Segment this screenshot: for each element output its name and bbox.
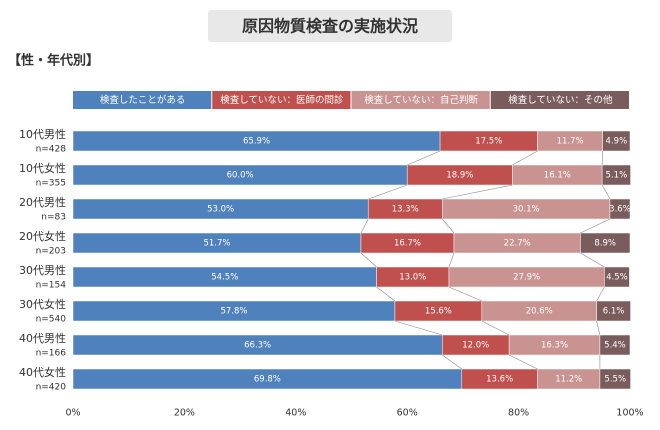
sample-size: n=83 [41, 213, 66, 223]
value-label: 15.6% [425, 307, 452, 317]
value-label: 16.1% [544, 171, 571, 181]
value-label: 16.7% [394, 239, 421, 249]
value-label: 3.6% [609, 205, 631, 215]
connector-line [601, 184, 611, 200]
bar-segment [596, 300, 631, 322]
connector-line [508, 354, 538, 370]
value-label: 4.9% [606, 137, 628, 147]
value-label: 20.6% [526, 307, 553, 317]
chart-subtitle: 【性・年代別】 [8, 53, 99, 69]
value-label: 6.1% [603, 307, 625, 317]
value-label: 8.9% [594, 239, 616, 249]
value-label: 12.0% [462, 341, 489, 351]
connector-line [601, 150, 604, 166]
category-label: 40代女性 [19, 365, 66, 379]
connector-line [394, 320, 443, 336]
bar-segment [609, 198, 631, 220]
value-label: 65.9% [243, 137, 270, 147]
sample-size: n=154 [36, 281, 67, 291]
x-tick-label: 0% [65, 408, 80, 419]
sample-size: n=420 [36, 383, 67, 393]
bar-segment [601, 164, 631, 186]
category-label: 20代女性 [19, 229, 66, 243]
value-label: 11.2% [555, 375, 582, 385]
value-label: 27.9% [513, 273, 540, 283]
chart-title: 原因物質検査の実施状況 [242, 17, 418, 36]
legend-label: 検査していない：自己判断 [364, 94, 478, 106]
legend-swatch [351, 91, 490, 109]
value-label: 57.8% [220, 307, 247, 317]
connector-line [407, 150, 441, 166]
legend-swatch [73, 91, 212, 109]
connector-line [448, 286, 482, 302]
connector-line [481, 320, 510, 336]
category-label: 10代男性 [19, 127, 66, 141]
legend-swatch [212, 91, 351, 109]
sample-size: n=355 [36, 179, 66, 189]
sample-size: n=203 [36, 247, 66, 257]
value-label: 60.0% [227, 171, 254, 181]
connector-line [360, 218, 369, 234]
value-label: 54.5% [211, 273, 238, 283]
legend-label: 検査していない：その他 [508, 94, 613, 106]
x-tick-label: 80% [508, 408, 529, 419]
title-box [208, 10, 452, 42]
sample-size: n=166 [36, 349, 67, 359]
connector-line [442, 354, 462, 370]
legend-swatch [490, 91, 629, 109]
bar-segment [580, 232, 631, 254]
legend-label: 検査していない：医師の間診 [220, 94, 344, 106]
connector-line [360, 252, 377, 268]
category-label: 20代男性 [19, 195, 66, 209]
connector-line [512, 150, 538, 166]
value-label: 4.5% [606, 273, 628, 283]
bar-segment [604, 266, 630, 288]
category-label: 30代女性 [19, 297, 66, 311]
connector-line [368, 184, 408, 200]
value-label: 17.5% [475, 137, 502, 147]
bar-segment [602, 130, 631, 152]
category-label: 30代男性 [19, 263, 66, 277]
value-label: 13.3% [392, 205, 419, 215]
category-label: 10代女性 [19, 161, 66, 175]
x-tick-label: 60% [397, 408, 418, 419]
connector-line [580, 218, 611, 234]
x-tick-label: 40% [285, 408, 306, 419]
value-label: 5.5% [604, 375, 626, 385]
value-label: 18.9% [446, 171, 473, 181]
value-label: 5.4% [604, 341, 626, 351]
value-label: 30.1% [513, 205, 540, 215]
legend-label: 検査したことがある [100, 94, 186, 106]
connector-line [376, 286, 396, 302]
x-tick-label: 20% [174, 408, 195, 419]
connector-line [442, 184, 513, 200]
bar-segment [599, 334, 631, 356]
value-label: 16.3% [541, 341, 568, 351]
connector-line [448, 252, 455, 268]
value-label: 53.0% [207, 205, 234, 215]
connector-line [442, 218, 455, 234]
category-label: 40代男性 [19, 331, 66, 345]
value-label: 13.6% [486, 375, 513, 385]
sample-size: n=428 [36, 145, 67, 155]
value-label: 22.7% [504, 239, 531, 249]
value-label: 66.3% [244, 341, 271, 351]
connector-line [580, 252, 605, 268]
value-label: 5.1% [606, 171, 628, 181]
connector-line [596, 286, 605, 302]
connector-line [596, 320, 601, 336]
x-tick-label: 100% [616, 408, 643, 419]
value-label: 69.8% [254, 375, 281, 385]
bar-segment [599, 368, 631, 390]
value-label: 11.7% [557, 137, 584, 147]
value-label: 51.7% [203, 239, 230, 249]
value-label: 13.0% [399, 273, 426, 283]
sample-size: n=540 [36, 315, 67, 325]
